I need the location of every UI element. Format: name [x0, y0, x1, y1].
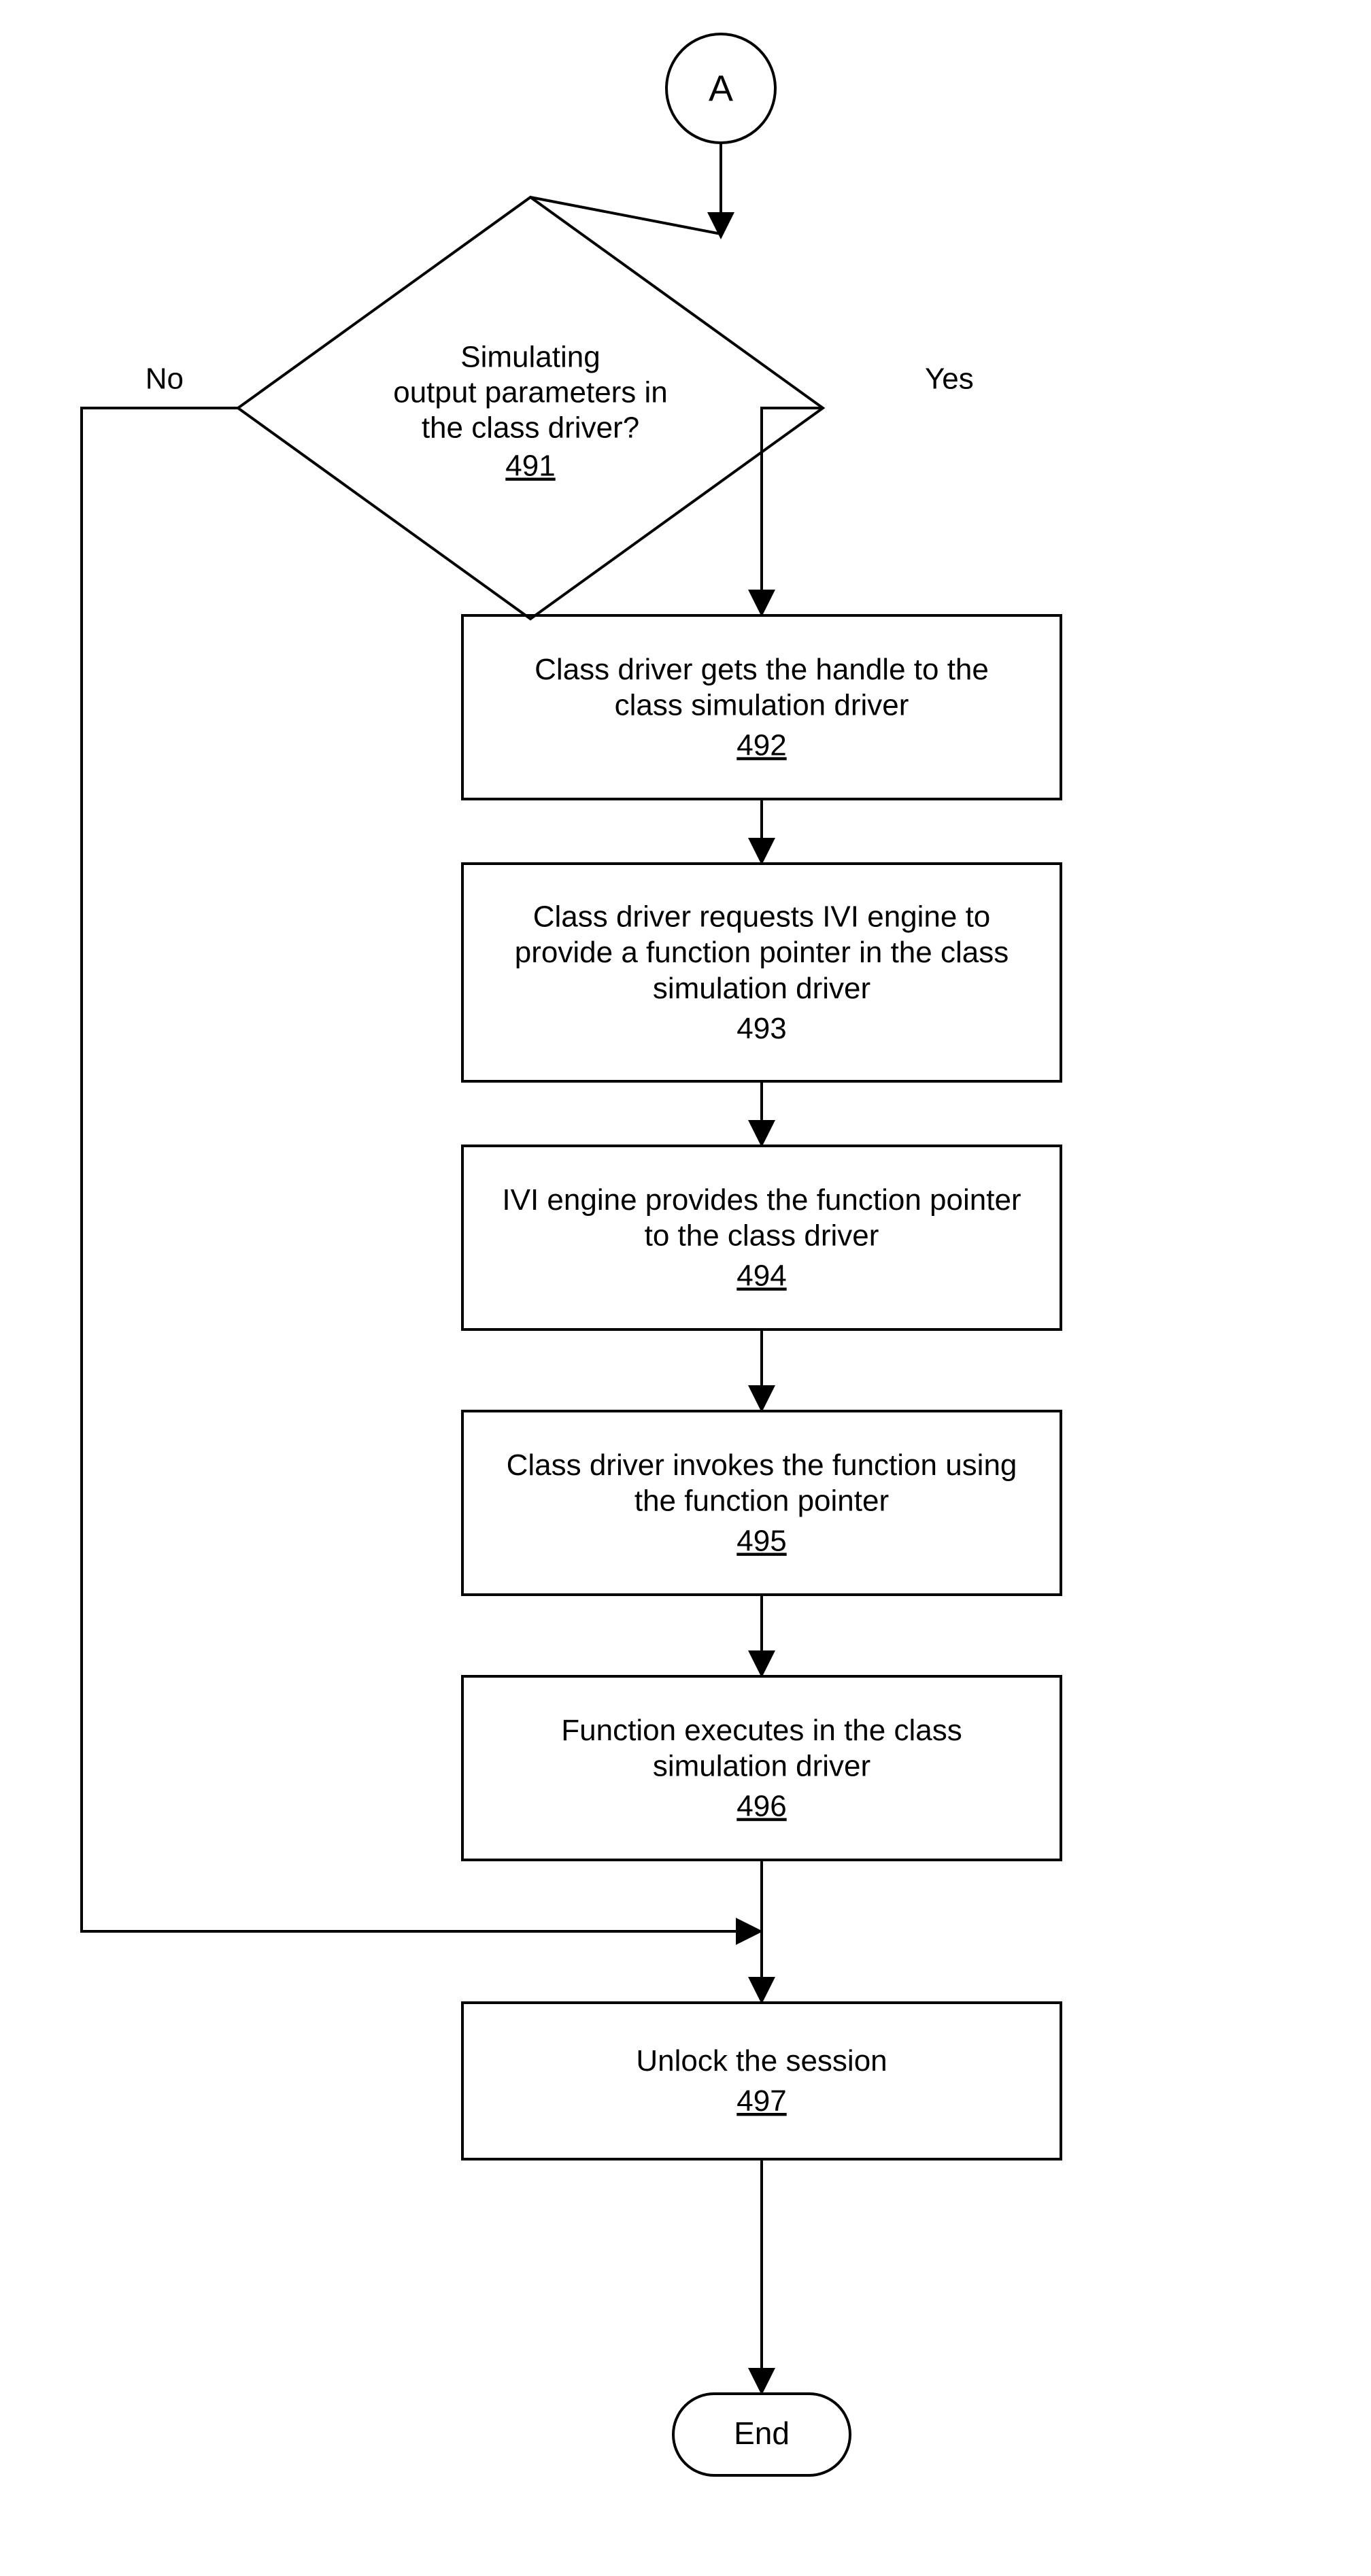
decision-no-label: No: [146, 362, 184, 396]
process-ref: 497: [737, 2084, 786, 2118]
process-ref: 496: [737, 1789, 786, 1823]
process-ref: 494: [737, 1259, 786, 1292]
terminator-label: End: [734, 2416, 790, 2451]
process-text-line: Class driver invokes the function using: [507, 1448, 1017, 1482]
process-text-line: the function pointer: [634, 1485, 889, 1518]
process-ref: 493: [737, 1012, 786, 1045]
process-box-497: [462, 2003, 1061, 2159]
process-text-line: Class driver requests IVI engine to: [533, 900, 991, 933]
decision-text-line: the class driver?: [422, 411, 639, 445]
process-text-line: simulation driver: [653, 1750, 870, 1783]
process-text-line: to the class driver: [645, 1219, 879, 1253]
process-text-line: class simulation driver: [615, 689, 909, 722]
process-text-line: Unlock the session: [636, 2044, 887, 2078]
process-text-line: IVI engine provides the function pointer: [502, 1183, 1021, 1217]
flowchart-canvas: A Simulatingoutput parameters inthe class…: [0, 0, 1371, 2576]
process-text-line: simulation driver: [653, 972, 870, 1005]
decision-ref: 491: [505, 449, 555, 482]
decision-text-line: Simulating: [460, 341, 600, 374]
process-ref: 495: [737, 1524, 786, 1557]
connector-a-label: A: [709, 68, 733, 109]
process-text-line: Class driver gets the handle to the: [535, 653, 989, 686]
decision-yes-label: Yes: [925, 362, 974, 396]
process-text-line: Function executes in the class: [561, 1714, 962, 1747]
process-text-line: provide a function pointer in the class: [515, 936, 1009, 969]
process-ref: 492: [737, 728, 786, 762]
decision-text-line: output parameters in: [393, 376, 668, 409]
